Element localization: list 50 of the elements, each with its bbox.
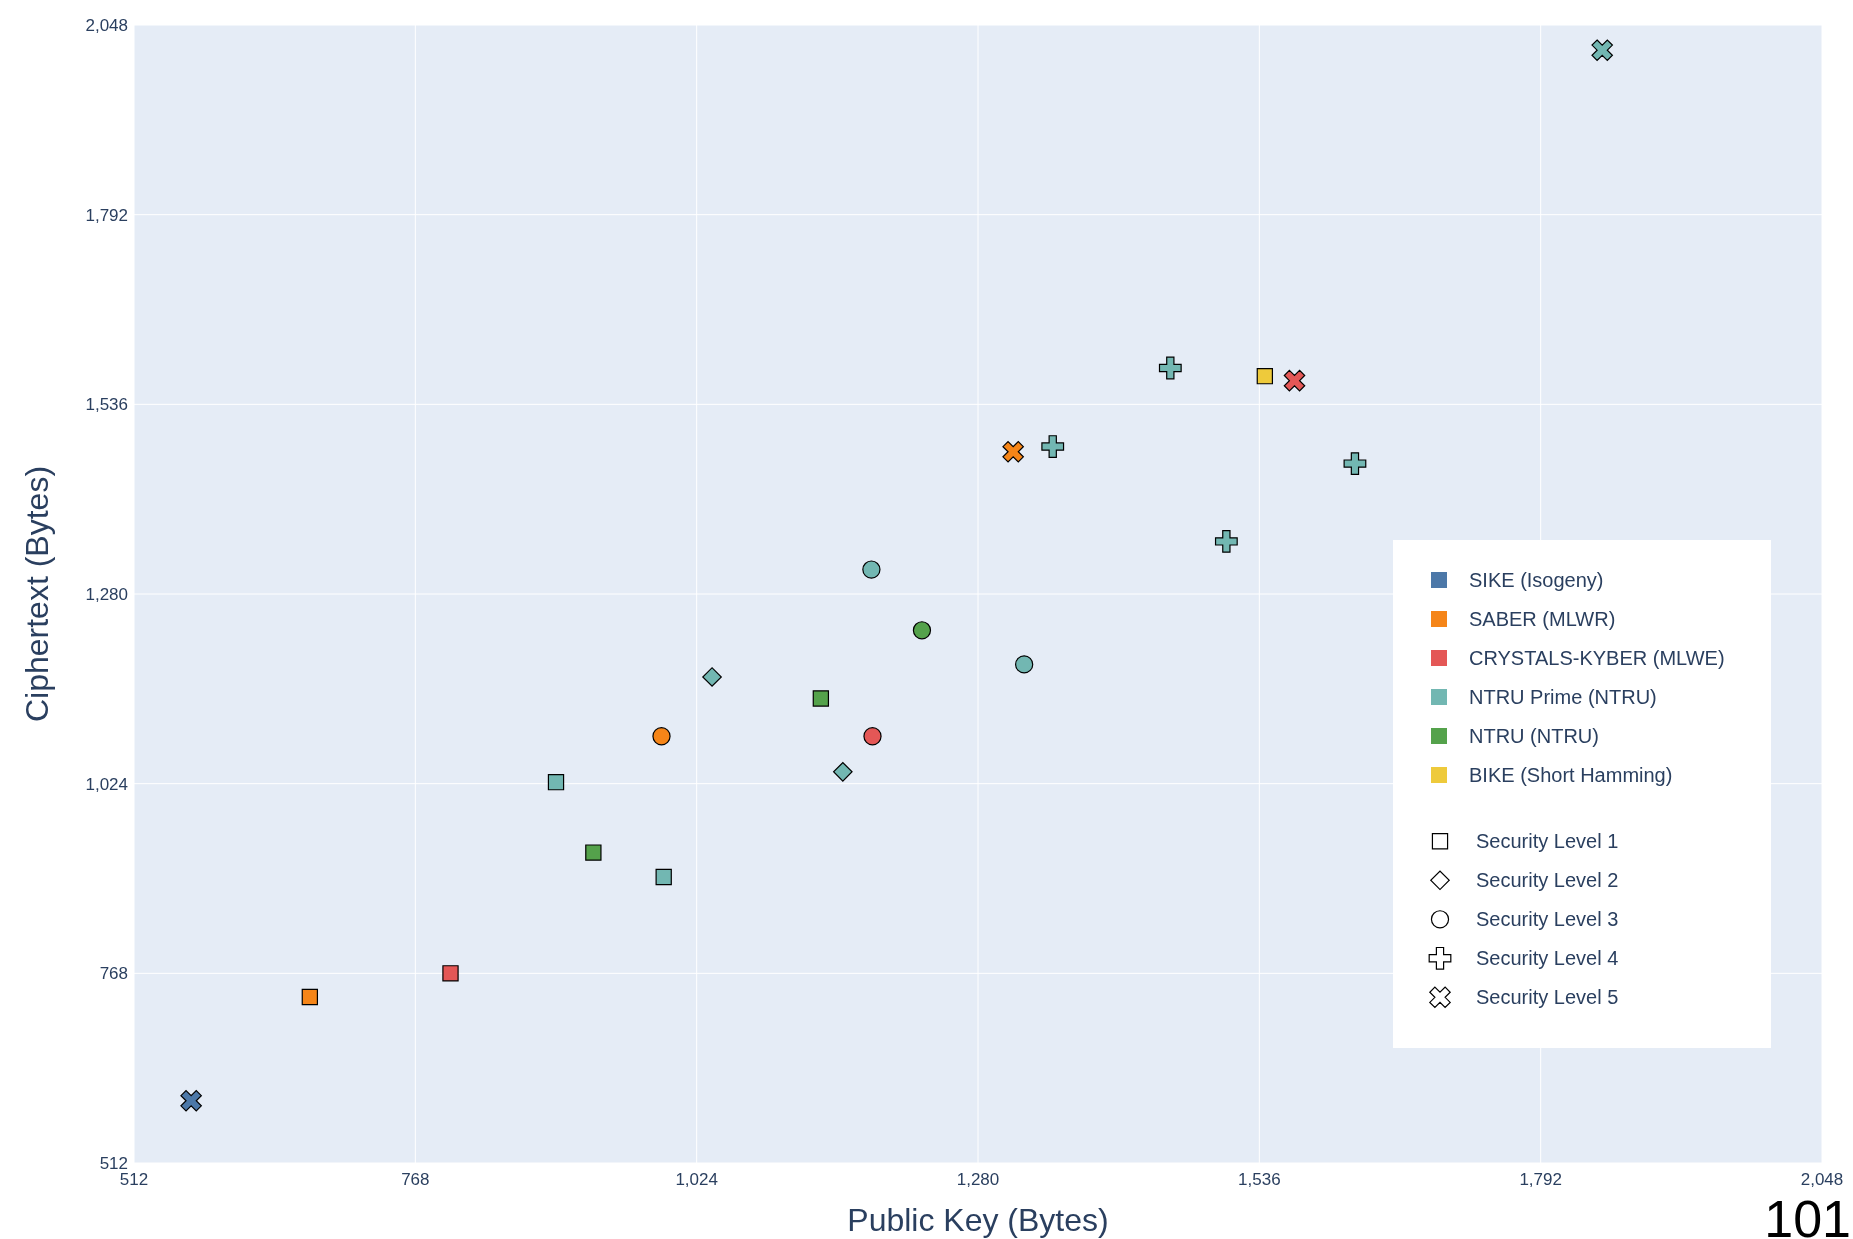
legend-label: Security Level 4 [1476,947,1619,970]
y-tick-label: 1,536 [85,395,128,415]
legend-label: Security Level 1 [1476,830,1619,853]
legend-label: Security Level 5 [1476,986,1619,1009]
legend-label: NTRU Prime (NTRU) [1469,686,1657,708]
point [1591,39,1614,61]
point [1041,435,1065,458]
point [1158,356,1182,380]
legend-label: BIKE (Short Hamming) [1469,764,1673,786]
point [652,727,671,746]
y-tick-label: 1,280 [85,585,128,604]
x-tick-label: 768 [401,1170,430,1189]
x-tick-label: 2,048 [1800,1170,1844,1189]
x-tick-label: 1,792 [1519,1170,1562,1189]
point [912,621,932,640]
x-tick-label: 512 [119,1170,149,1189]
y-tick-label: 2,048 [85,16,128,35]
point [1214,529,1238,553]
point [1283,369,1306,392]
y-tick-label: 1,792 [85,205,128,225]
point [833,761,853,782]
y-tick-label: 768 [99,964,128,984]
point [1343,452,1367,476]
legend-label: NTRU (NTRU) [1469,725,1599,747]
legend-label: SABER (MLWR) [1469,608,1616,630]
x-tick-label: 1,536 [1238,1170,1281,1189]
legend-label: CRYSTALS-KYBER (MLWE) [1469,647,1725,669]
y-tick-label: 1,024 [85,774,128,794]
y-tick-label: 512 [99,1154,128,1173]
x-axis-title: Public Key (Bytes) [847,1202,1109,1238]
y-axis-title: Ciphertext (Bytes) [19,465,55,723]
point [442,965,459,982]
legend-label: Security Level 3 [1476,908,1619,931]
text: 101 [1764,1190,1851,1239]
x-tick-label: 1,024 [675,1170,718,1189]
point [655,868,672,886]
point [585,844,602,861]
point [180,1089,202,1112]
point [1015,655,1034,674]
point [1256,368,1274,385]
point [863,727,882,746]
point [301,988,319,1006]
legend-label: Security Level 2 [1476,869,1619,892]
legend-label: SIKE (Isogeny) [1469,569,1604,591]
point [1002,440,1024,463]
point [862,560,881,579]
point [702,667,722,687]
point [812,690,830,707]
x-tick-label: 1,280 [956,1170,1000,1189]
point [547,774,565,791]
